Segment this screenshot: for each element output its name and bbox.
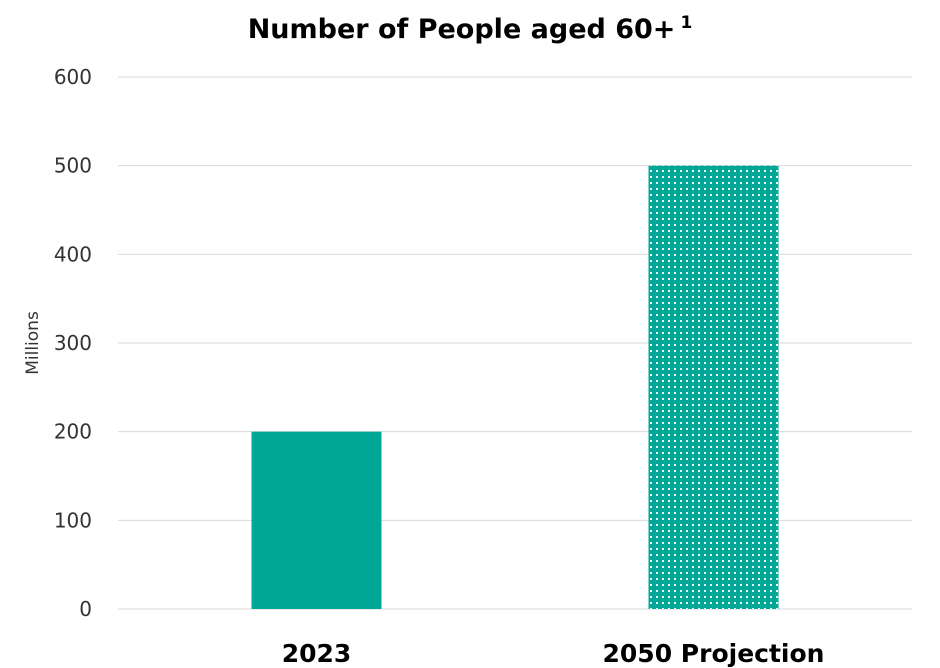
y-tick-label: 300: [54, 331, 92, 355]
x-axis-ticks: 2023 2050 Projection: [282, 639, 825, 668]
bar-2050-projection: [648, 165, 779, 609]
chart-title: Number of People aged 60+ 1: [248, 13, 693, 45]
y-tick-label: 200: [54, 420, 92, 444]
gridlines: [118, 76, 912, 610]
y-axis-label: Millions: [23, 311, 43, 375]
y-tick-label: 0: [79, 597, 92, 621]
x-tick-label: 2050 Projection: [603, 639, 825, 668]
chart-title-text: Number of People aged 60+: [248, 14, 676, 45]
x-tick-label: 2023: [282, 639, 352, 668]
chart-title-superscript: 1: [680, 13, 692, 33]
bar-2023: [251, 431, 382, 609]
y-tick-label: 400: [54, 242, 92, 266]
bars: [251, 165, 779, 609]
y-axis-ticks: 0 100 200 300 400 500 600: [54, 65, 92, 621]
y-tick-label: 500: [54, 154, 92, 178]
y-tick-label: 100: [54, 508, 92, 532]
y-tick-label: 600: [54, 65, 92, 89]
